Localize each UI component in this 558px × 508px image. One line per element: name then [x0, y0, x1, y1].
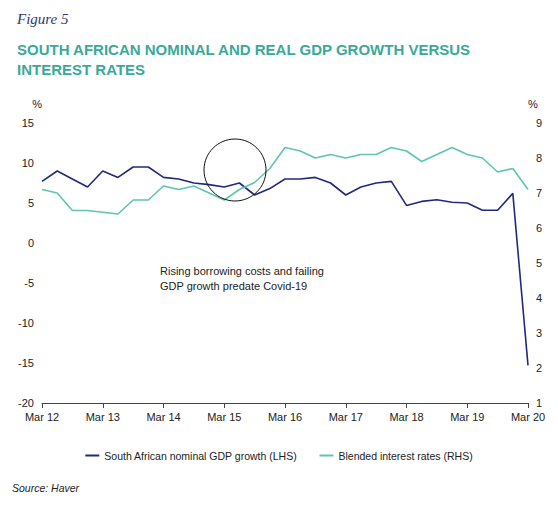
svg-text:Mar 19: Mar 19 — [450, 411, 484, 423]
svg-text:Mar 14: Mar 14 — [146, 411, 180, 423]
svg-text:1: 1 — [536, 397, 542, 409]
svg-text:10: 10 — [22, 157, 34, 169]
svg-text:6: 6 — [536, 222, 542, 234]
svg-text:3: 3 — [536, 327, 542, 339]
svg-text:-10: -10 — [18, 317, 34, 329]
svg-text:Mar 18: Mar 18 — [389, 411, 423, 423]
svg-text:INTEREST RATES: INTEREST RATES — [17, 61, 145, 78]
svg-text:15: 15 — [22, 117, 34, 129]
svg-text:%: % — [32, 98, 42, 110]
svg-text:South African nominal GDP grow: South African nominal GDP growth (LHS) — [104, 450, 296, 462]
svg-text:9: 9 — [536, 117, 542, 129]
svg-text:Mar 16: Mar 16 — [268, 411, 302, 423]
svg-text:2: 2 — [536, 362, 542, 374]
svg-text:SOUTH AFRICAN NOMINAL AND REAL: SOUTH AFRICAN NOMINAL AND REAL GDP GROWT… — [17, 41, 474, 58]
svg-text:%: % — [528, 98, 538, 110]
svg-text:4: 4 — [536, 292, 542, 304]
svg-text:0: 0 — [28, 237, 34, 249]
svg-text:8: 8 — [536, 152, 542, 164]
svg-text:Source: Haver: Source: Haver — [12, 482, 80, 494]
svg-text:Mar 20: Mar 20 — [511, 411, 545, 423]
svg-text:Mar 12: Mar 12 — [25, 411, 59, 423]
svg-text:Mar 15: Mar 15 — [207, 411, 241, 423]
svg-text:-15: -15 — [18, 357, 34, 369]
svg-text:-20: -20 — [18, 397, 34, 409]
svg-text:-5: -5 — [24, 277, 34, 289]
svg-text:Figure 5: Figure 5 — [16, 11, 69, 27]
svg-text:Mar 17: Mar 17 — [329, 411, 363, 423]
svg-text:Mar 13: Mar 13 — [86, 411, 120, 423]
svg-text:5: 5 — [536, 257, 542, 269]
svg-text:5: 5 — [28, 197, 34, 209]
svg-text:Blended interest rates (RHS): Blended interest rates (RHS) — [338, 450, 472, 462]
svg-text:7: 7 — [536, 187, 542, 199]
svg-text:GDP growth predate Covid-19: GDP growth predate Covid-19 — [160, 280, 307, 292]
svg-text:Rising borrowing costs and fai: Rising borrowing costs and failing — [160, 265, 324, 277]
